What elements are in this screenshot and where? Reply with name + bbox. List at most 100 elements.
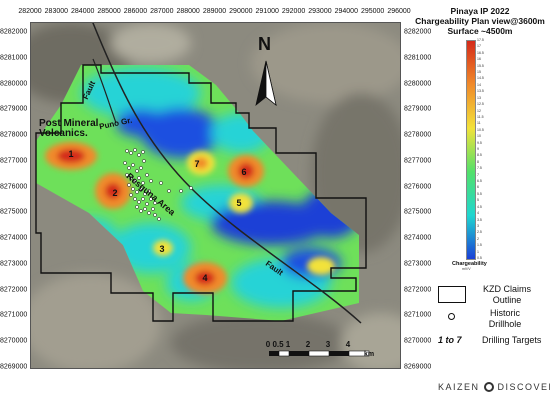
post-mineral-text: Post Mineral: [39, 118, 99, 129]
colorbar-tick: 10.5: [477, 127, 484, 132]
y-tick: 8271000: [404, 311, 432, 319]
target-6: 6: [241, 167, 247, 177]
colorbar-tick: 14: [477, 82, 481, 87]
colorbar-tick: 6: [477, 185, 479, 190]
north-label: N: [258, 34, 271, 54]
x-tick: 284000: [71, 8, 95, 15]
post-mineral-label: Post Mineral Volcanics.: [39, 118, 99, 139]
colorbar-tick: 10: [477, 134, 481, 139]
y-tick: 8278000: [0, 131, 28, 139]
y-axis-right: 8282000 8281000 8280000 8279000 8278000 82770…: [402, 22, 432, 371]
terrain-texture: [31, 23, 400, 368]
x-tick: 289000: [202, 8, 227, 15]
north-arrow: [255, 60, 277, 107]
colorbar-tick: 4.5: [477, 204, 482, 209]
colorbar-tick: 11: [477, 121, 481, 126]
y-tick: 8279000: [0, 105, 28, 113]
x-tick: 283000: [44, 8, 69, 15]
colorbar-tick: 12: [477, 108, 481, 113]
colorbar-tick: 13.5: [477, 89, 484, 94]
drillhole-cluster: [123, 148, 193, 221]
y-tick: 8273000: [0, 260, 28, 268]
x-tick: 287000: [150, 8, 174, 15]
title-line-2: Chargeability Plan view@3600m: [415, 16, 545, 26]
colorbar-tick: 1.5: [477, 243, 482, 248]
y-tick: 8272000: [404, 286, 432, 294]
colorbar-tick: 9.5: [477, 140, 482, 145]
title-line-3: Surface ~4500m: [447, 26, 513, 36]
y-tick: 8274000: [404, 234, 432, 242]
drillhole-legend-symbol: [448, 313, 455, 320]
kzd-claims-outline: [35, 64, 367, 322]
y-tick: 8275000: [0, 208, 28, 216]
colorbar-tick: 16: [477, 57, 481, 62]
x-tick: 285000: [97, 8, 121, 15]
x-tick: 295000: [360, 8, 385, 15]
brand-mark-icon: [483, 382, 494, 392]
x-tick: 288000: [176, 8, 200, 15]
y-tick: 8276000: [404, 183, 432, 191]
targets-legend-text: Drilling Targets: [482, 335, 542, 345]
colorbar-tick: 9: [477, 147, 479, 151]
targets-legend-symbol: 1 to 7: [438, 335, 462, 345]
target-4: 4: [202, 273, 208, 283]
scale-2: 2: [305, 340, 311, 349]
y-tick: 8277000: [0, 157, 28, 165]
target-2: 2: [112, 188, 118, 198]
y-tick: 8273000: [404, 260, 432, 268]
map-svg: [31, 23, 400, 368]
target-1: 1: [68, 149, 74, 159]
y-tick: 8280000: [0, 80, 28, 88]
y-tick: 8278000: [404, 131, 432, 139]
scale-4: 4: [345, 340, 351, 349]
colorbar-tick: 17: [477, 44, 481, 49]
kaizen-discovery-logo: KAIZEN DISCOVERY: [438, 382, 550, 392]
y-tick: 8282000: [0, 28, 28, 36]
scale-bar: [269, 350, 370, 357]
legend-title: Pinaya IP 2022 Chargeability Plan view@3…: [414, 6, 546, 36]
claims-line-1: KZD Claims: [482, 284, 531, 294]
y-tick: 8272000: [0, 286, 28, 294]
drillhole-legend-text: Historic Drillhole: [470, 308, 540, 330]
colorbar-tick: 6.5: [477, 179, 482, 184]
y-tick: 8281000: [0, 54, 28, 62]
target-5: 5: [236, 198, 242, 208]
map-panel[interactable]: Fault Post Mineral Volcanics. Puno Gr. R…: [30, 22, 401, 369]
y-tick: 8271000: [0, 311, 28, 319]
colorbar-tick: 3.5: [477, 217, 482, 222]
scale-unit: km: [364, 351, 375, 358]
brand-word-2: DISCOVERY: [497, 382, 550, 392]
colorbar-tick: 0.5: [477, 256, 482, 260]
colorbar-tick: 7: [477, 172, 479, 177]
claims-legend-symbol: [438, 286, 466, 303]
x-tick: 290000: [229, 8, 253, 15]
colorbar-tick: 3: [477, 223, 479, 228]
y-tick: 8281000: [404, 54, 432, 62]
y-tick: 8274000: [0, 234, 28, 242]
target-7: 7: [194, 159, 200, 169]
colorbar-tick: 1: [477, 249, 479, 254]
scale-05: 0.5: [272, 340, 284, 349]
colorbar-tick: 8: [477, 159, 479, 164]
colorbar-tick: 17.5: [477, 38, 484, 42]
colorbar-tick: 2.5: [477, 230, 482, 235]
scale-0: 0: [265, 340, 271, 349]
colorbar-tick: 7.5: [477, 166, 482, 171]
x-tick: 291000: [255, 8, 279, 15]
chargeability-colorbar: [466, 40, 476, 260]
y-axis-left: 8282000 8281000 8280000 8279000 8278000 82770…: [0, 22, 30, 371]
colorbar-tick: 2: [477, 236, 479, 241]
x-tick: 293000: [308, 8, 332, 15]
y-tick: 8279000: [404, 105, 432, 113]
colorbar-label: Chargeability: [452, 261, 487, 267]
colorbar-tick: 15.5: [477, 63, 484, 68]
x-axis-top: 282000 283000 284000 285000 286000 287000 2880…: [18, 8, 410, 22]
y-tick: 8275000: [404, 208, 432, 216]
y-tick: 8270000: [0, 337, 28, 345]
scale-numbers: 0 0.5 1 2 3 4: [262, 340, 402, 350]
colorbar-tick: 13: [477, 95, 481, 100]
y-tick: 8269000: [0, 363, 28, 371]
brand-word-1: KAIZEN: [438, 382, 480, 392]
y-tick: 8282000: [404, 28, 432, 36]
fault-line-upper: [92, 58, 117, 124]
